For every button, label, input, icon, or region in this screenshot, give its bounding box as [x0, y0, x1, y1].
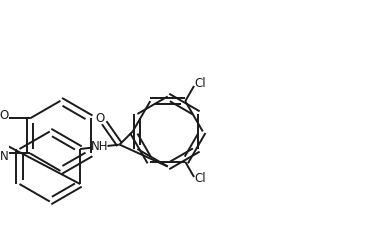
Text: N: N — [0, 150, 9, 163]
Text: O: O — [96, 112, 105, 125]
Text: Cl: Cl — [195, 172, 206, 184]
Text: Cl: Cl — [195, 77, 206, 90]
Text: NH: NH — [91, 140, 109, 153]
Text: O: O — [0, 109, 9, 122]
